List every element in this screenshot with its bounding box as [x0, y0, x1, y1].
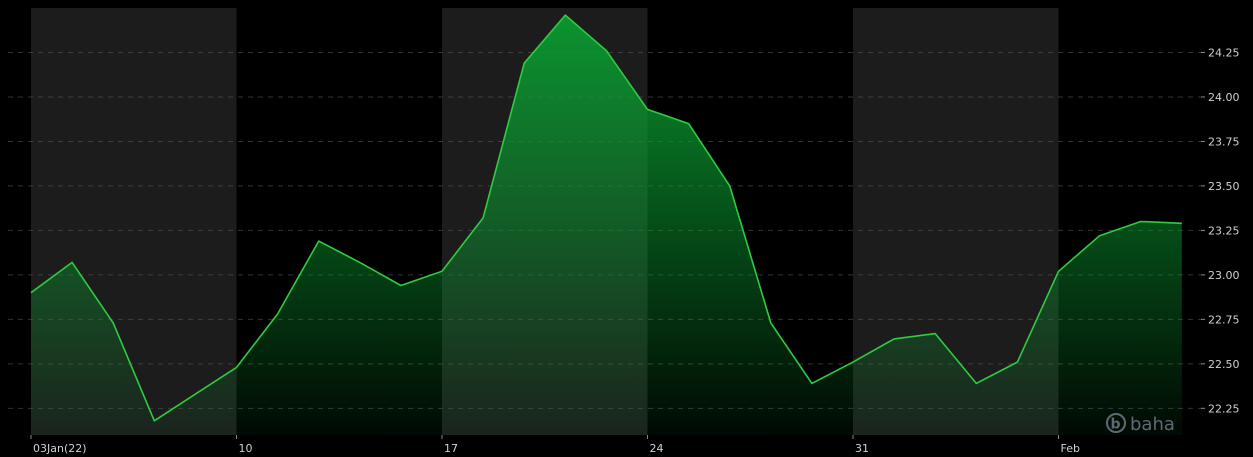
y-tick-label: 23.50 — [1208, 180, 1240, 193]
y-tick-label: 23.75 — [1208, 135, 1240, 148]
area-layer — [30, 14, 1182, 435]
x-tick-label: Feb — [1061, 442, 1080, 455]
x-tick-label: 03Jan(22) — [33, 442, 87, 455]
baha-logo-b-icon: b — [1111, 417, 1121, 433]
y-tick-label: 22.50 — [1208, 358, 1240, 371]
watermark-text: baha — [1130, 414, 1175, 435]
x-axis: 03Jan(22) 10 17 24 31 Feb — [30, 435, 1080, 455]
baha-logo-icon — [1106, 413, 1126, 433]
y-tick-label: 22.25 — [1208, 402, 1240, 415]
y-tick-label: 22.75 — [1208, 313, 1240, 326]
y-axis: 22.25 22.50 22.75 23.00 23.25 23.50 23.75 24.00… — [1201, 46, 1240, 415]
y-tick-label: 24.00 — [1208, 91, 1240, 104]
x-tick-label: 24 — [650, 442, 664, 455]
watermark: b baha — [1106, 413, 1175, 435]
x-tick-label: 17 — [444, 442, 458, 455]
x-tick-label: 31 — [855, 442, 869, 455]
price-line — [30, 14, 1182, 422]
y-tick-label: 24.25 — [1208, 46, 1240, 59]
x-tick-label: 10 — [239, 442, 253, 455]
price-area — [31, 15, 1182, 435]
y-tick-label: 23.25 — [1208, 224, 1240, 237]
y-tick-label: 23.00 — [1208, 269, 1240, 282]
